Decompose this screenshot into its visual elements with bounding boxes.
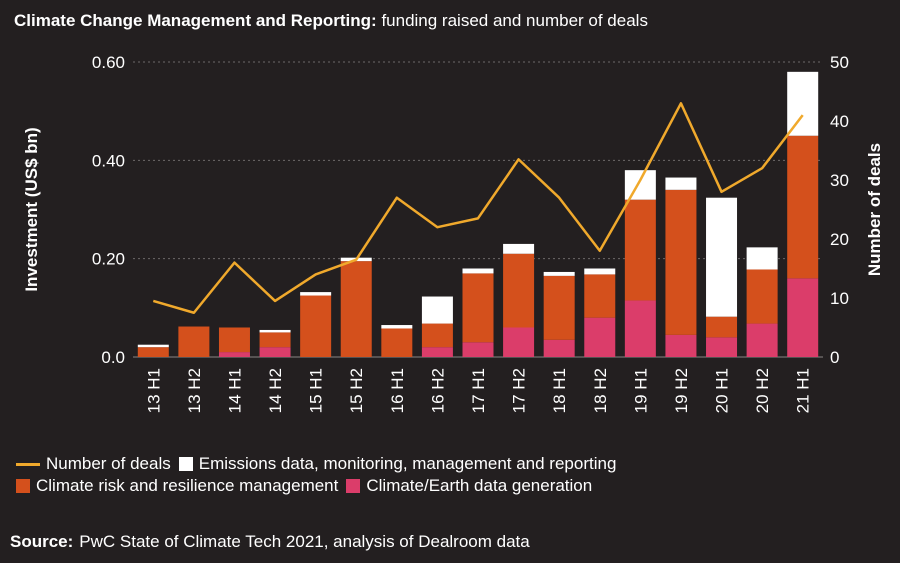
x-tick-label: 16 H1	[388, 368, 407, 413]
legend-swatch-risk	[16, 479, 30, 493]
x-tick-label: 14 H1	[225, 368, 244, 413]
chart-title-rest: funding raised and number of deals	[381, 11, 648, 30]
y2-axis-title: Number of deals	[865, 143, 884, 276]
legend-item-risk: Climate risk and resilience management	[16, 475, 338, 497]
x-tick-label: 15 H2	[347, 368, 366, 413]
y2-tick-label: 0	[830, 348, 839, 367]
bar-segment-emissions	[706, 197, 738, 317]
legend-row-1: Number of deals Emissions data, monitori…	[16, 453, 624, 475]
x-tick-label: 15 H1	[307, 368, 326, 413]
legend-item-deals: Number of deals	[16, 453, 171, 475]
bar-segment-earth	[503, 327, 535, 357]
legend-row-2: Climate risk and resilience management C…	[16, 475, 624, 497]
bar-segment-risk	[421, 323, 453, 348]
bar-segment-emissions	[259, 329, 291, 333]
bar-segment-earth	[218, 352, 250, 357]
x-tick-label: 16 H2	[428, 368, 447, 413]
bar-segment-risk	[462, 273, 494, 343]
y-axis-title: Investment (US$ bn)	[22, 127, 41, 291]
y2-tick-label: 40	[830, 112, 849, 131]
x-tick-label: 20 H2	[753, 368, 772, 413]
bar-segment-earth	[584, 317, 616, 357]
bar-segment-earth	[543, 339, 575, 357]
x-tick-label: 13 H2	[185, 368, 204, 413]
x-tick-label: 19 H1	[631, 368, 650, 413]
bar-segment-earth	[421, 347, 453, 357]
bar-segment-emissions	[381, 325, 413, 329]
chart-svg: 0.0 0.20 0.40 0.60 0 10 20 30 40 50 13 H1 13 H2 14 H…	[22, 53, 884, 413]
y2-tick-label: 20	[830, 230, 849, 249]
source-text: PwC State of Climate Tech 2021, analysis…	[79, 532, 530, 551]
bar-segment-emissions	[746, 247, 778, 270]
bar-segment-risk	[584, 274, 616, 318]
bar-segment-risk	[543, 275, 575, 340]
bar-segment-emissions	[665, 177, 697, 190]
bar-segment-risk	[503, 253, 535, 328]
bar-segment-risk	[665, 189, 697, 335]
bar-segment-risk	[706, 316, 738, 338]
bar-segment-risk	[746, 269, 778, 324]
bar-segment-emissions	[137, 344, 169, 348]
y2-tick-label: 10	[830, 289, 849, 308]
y-tick-label: 0.0	[101, 348, 125, 367]
y2-tick-label: 30	[830, 171, 849, 190]
legend-item-earth: Climate/Earth data generation	[346, 475, 592, 497]
bar-segment-emissions	[300, 292, 332, 296]
x-tick-label: 21 H1	[794, 368, 813, 413]
x-tick-label: 19 H2	[672, 368, 691, 413]
source-label: Source:	[10, 532, 74, 551]
chart-title-bold: Climate Change Management and Reporting:	[14, 11, 377, 30]
bar-segment-earth	[462, 342, 494, 357]
bar-segment-earth	[746, 323, 778, 357]
bar-segment-emissions	[584, 268, 616, 275]
source-note: Source: PwC State of Climate Tech 2021, a…	[10, 531, 530, 553]
bar-segment-emissions	[503, 243, 535, 254]
bar-segment-emissions	[462, 268, 494, 274]
bar-segment-emissions	[543, 271, 575, 276]
y-tick-label: 0.60	[92, 53, 125, 72]
legend-swatch-earth	[346, 479, 361, 493]
bar-segment-risk	[137, 347, 169, 357]
bar-segment-risk	[624, 199, 656, 301]
legend: Number of deals Emissions data, monitori…	[16, 453, 624, 497]
x-tick-label: 17 H1	[469, 368, 488, 413]
bar-segment-earth	[259, 347, 291, 357]
x-tick-label: 13 H1	[144, 368, 163, 413]
bar-segment-risk	[381, 328, 413, 357]
x-tick-label: 14 H2	[266, 368, 285, 413]
x-tick-label: 18 H2	[591, 368, 610, 413]
bar-segment-risk	[340, 261, 372, 357]
bar-segment-emissions	[624, 170, 656, 200]
x-tick-label: 17 H2	[510, 368, 529, 413]
legend-label-deals: Number of deals	[46, 454, 171, 473]
bar-segment-emissions	[421, 296, 453, 324]
legend-label-earth: Climate/Earth data generation	[366, 476, 593, 495]
bar-segment-risk	[218, 327, 250, 353]
legend-item-emissions: Emissions data, monitoring, management a…	[178, 453, 617, 475]
bar-segment-emissions	[787, 71, 819, 136]
bar-segment-earth	[624, 300, 656, 357]
y-tick-label: 0.40	[92, 151, 125, 170]
bar-segment-earth	[665, 334, 697, 357]
y-tick-label: 0.20	[92, 250, 125, 269]
bar-segment-earth	[787, 278, 819, 357]
legend-line-swatch	[16, 462, 40, 466]
bar-segment-risk	[178, 326, 210, 357]
legend-label-emissions: Emissions data, monitoring, management a…	[198, 454, 617, 473]
bar-segment-risk	[300, 295, 332, 357]
bar-segment-earth	[706, 337, 738, 357]
bar-segment-risk	[787, 135, 819, 279]
legend-label-risk: Climate risk and resilience management	[36, 476, 339, 495]
bar-segment-risk	[259, 332, 291, 348]
x-tick-label: 18 H1	[550, 368, 569, 413]
y2-tick-label: 50	[830, 53, 849, 72]
x-tick-label: 20 H1	[713, 368, 732, 413]
legend-swatch-emissions	[178, 457, 193, 471]
chart-title: Climate Change Management and Reporting:…	[14, 10, 648, 32]
